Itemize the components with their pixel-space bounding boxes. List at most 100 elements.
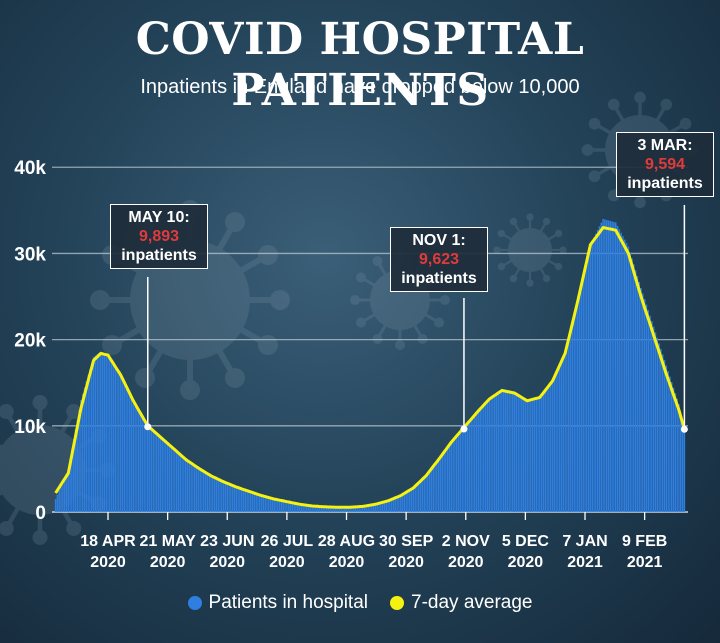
bar (228, 484, 230, 512)
bar (240, 488, 243, 512)
bar (418, 481, 420, 512)
bar (217, 480, 219, 512)
bar (674, 393, 677, 512)
bar (631, 258, 633, 512)
bar (419, 480, 422, 512)
bar (231, 485, 234, 512)
bar (313, 506, 315, 512)
bar (107, 355, 109, 512)
y-tick-label: 40k (14, 158, 46, 179)
bar (661, 354, 664, 512)
chart-annotation-leaders (144, 205, 688, 433)
bar (165, 442, 167, 512)
bar (492, 396, 494, 512)
bar (360, 506, 362, 512)
bar (300, 504, 303, 512)
bar (564, 351, 566, 512)
bar (389, 499, 391, 512)
bar (526, 399, 528, 512)
bar (98, 352, 100, 512)
bar (233, 486, 236, 512)
bar (174, 450, 176, 512)
bar (195, 467, 198, 512)
bar (472, 418, 474, 512)
legend-item-average: 7-day average (390, 592, 532, 614)
bar (434, 462, 436, 512)
bar (658, 343, 660, 512)
bar (112, 363, 115, 512)
bar (63, 477, 66, 512)
bar (407, 490, 409, 512)
bar (331, 507, 333, 512)
bar (580, 284, 583, 512)
bar (85, 381, 88, 512)
bar (486, 402, 489, 512)
y-tick-label: 0 (35, 503, 46, 524)
bar (352, 507, 355, 512)
bar (318, 506, 321, 512)
bar (602, 218, 604, 512)
bar (539, 396, 541, 512)
bar (372, 504, 375, 512)
bar (531, 398, 534, 512)
bar (302, 504, 304, 512)
page-subtitle: Inpatients in England have dropped below… (140, 76, 580, 98)
bar (544, 389, 547, 512)
x-tick-label: 23 JUN (200, 533, 254, 550)
bar (392, 497, 395, 512)
bar (266, 497, 268, 512)
bar (421, 478, 424, 512)
bar (390, 498, 393, 512)
bar (586, 260, 588, 512)
bar (542, 391, 545, 512)
bar (168, 445, 171, 512)
bar (680, 412, 682, 512)
callout-may-10: MAY 10: 9,893 inpatients (110, 204, 208, 269)
chart-y-tick-labels: 0 10k 20k 30k 40k (14, 158, 46, 524)
bar (678, 404, 680, 512)
callout-3-mar: 3 MAR: 9,594 inpatients (616, 132, 714, 197)
bar (535, 397, 537, 512)
bar (298, 504, 301, 512)
bar (427, 472, 429, 512)
x-tick-label: 2020 (269, 554, 305, 571)
legend-label: 7-day average (411, 592, 533, 613)
bar (289, 502, 292, 512)
bar (396, 496, 398, 512)
bar (275, 499, 277, 512)
bar (638, 281, 640, 512)
bar (315, 506, 317, 512)
bar (642, 293, 644, 512)
bar (537, 396, 539, 512)
bar (260, 495, 263, 512)
bar (622, 236, 624, 512)
bar (365, 505, 368, 512)
bar (439, 455, 442, 512)
bar (381, 501, 384, 512)
bar (566, 344, 568, 512)
y-tick-label: 20k (14, 331, 46, 352)
callout-unit: inpatients (121, 247, 197, 264)
callout-value: 9,623 (418, 251, 460, 268)
x-tick-label: 2020 (150, 554, 186, 571)
bar (170, 447, 173, 512)
bar (208, 475, 210, 512)
bar (629, 252, 631, 512)
bar (271, 498, 274, 512)
bar (624, 239, 626, 512)
bar (215, 479, 218, 512)
bar (345, 507, 348, 512)
bar (134, 406, 136, 512)
bar (627, 246, 630, 513)
bar (428, 470, 431, 512)
callout-unit: inpatients (627, 175, 703, 192)
bar (549, 382, 552, 512)
bar (367, 505, 369, 512)
bar (620, 232, 622, 512)
bar (197, 468, 200, 512)
bar (201, 471, 203, 512)
bar (221, 481, 223, 512)
bar (76, 419, 79, 512)
bar (454, 437, 456, 512)
bar (383, 501, 386, 512)
